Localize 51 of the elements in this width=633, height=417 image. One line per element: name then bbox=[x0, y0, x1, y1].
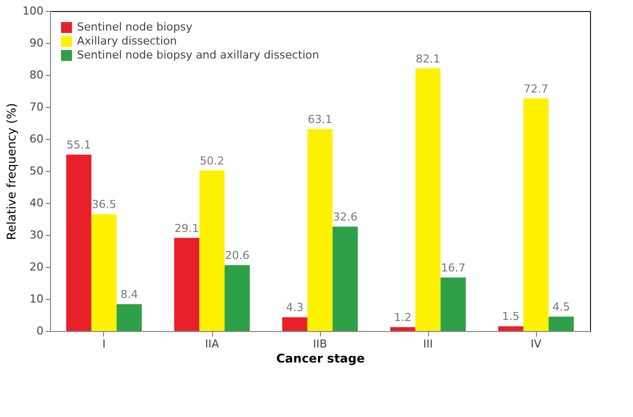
y-tick-label: 100 bbox=[22, 4, 44, 18]
y-tick-label: 10 bbox=[30, 292, 44, 306]
data-label: 16.7 bbox=[440, 262, 466, 275]
legend-label: Sentinel node biopsy bbox=[77, 20, 193, 34]
data-label: 8.4 bbox=[120, 288, 138, 302]
bar bbox=[415, 68, 441, 331]
bar bbox=[548, 316, 574, 331]
data-label: 29.1 bbox=[174, 222, 200, 235]
legend-label: Axillary dissection bbox=[77, 34, 177, 48]
data-label: 32.6 bbox=[332, 210, 358, 224]
x-tick-label: IV bbox=[530, 338, 542, 350]
x-axis-title: Cancer stage bbox=[276, 352, 365, 366]
bar bbox=[332, 226, 358, 331]
x-tick-label: I bbox=[102, 338, 106, 350]
x-tick-label: IIA bbox=[204, 338, 220, 350]
y-tick-label: 60 bbox=[30, 132, 44, 146]
y-tick-label: 70 bbox=[30, 100, 44, 114]
y-tick-label: 0 bbox=[36, 324, 44, 338]
bar bbox=[91, 214, 117, 331]
bar bbox=[66, 154, 92, 331]
y-tick-label: 30 bbox=[30, 228, 44, 242]
bar bbox=[390, 327, 416, 331]
y-tick-label: 90 bbox=[30, 36, 44, 50]
data-label: 1.2 bbox=[394, 311, 412, 324]
bar bbox=[174, 238, 200, 331]
bar bbox=[440, 278, 466, 331]
bar bbox=[282, 317, 308, 331]
data-label: 1.5 bbox=[502, 310, 520, 324]
x-tick-label: III bbox=[423, 338, 433, 350]
y-tick-label: 80 bbox=[30, 68, 44, 82]
y-tick-label: 40 bbox=[30, 196, 44, 210]
bar bbox=[116, 304, 142, 331]
x-tick-label: IIB bbox=[312, 338, 328, 350]
bar bbox=[224, 265, 250, 331]
data-label: 63.1 bbox=[308, 113, 332, 126]
bar bbox=[523, 98, 549, 331]
bar bbox=[498, 326, 524, 331]
legend-label: Sentinel node biopsy and axillary dissection bbox=[77, 48, 320, 62]
data-label: 55.1 bbox=[66, 138, 92, 152]
bar bbox=[199, 170, 225, 331]
bar bbox=[307, 129, 333, 331]
y-tick-label: 50 bbox=[30, 164, 44, 178]
data-label: 72.7 bbox=[524, 82, 548, 96]
data-label: 82.1 bbox=[416, 52, 440, 66]
data-label: 4.5 bbox=[552, 300, 570, 314]
data-label: 50.2 bbox=[200, 154, 224, 168]
data-label: 4.3 bbox=[286, 301, 304, 314]
data-label: 36.5 bbox=[92, 198, 116, 212]
data-label: 20.6 bbox=[224, 249, 250, 262]
y-tick-label: 20 bbox=[30, 260, 44, 274]
y-axis-title: Relative frequency (%) bbox=[4, 103, 19, 240]
